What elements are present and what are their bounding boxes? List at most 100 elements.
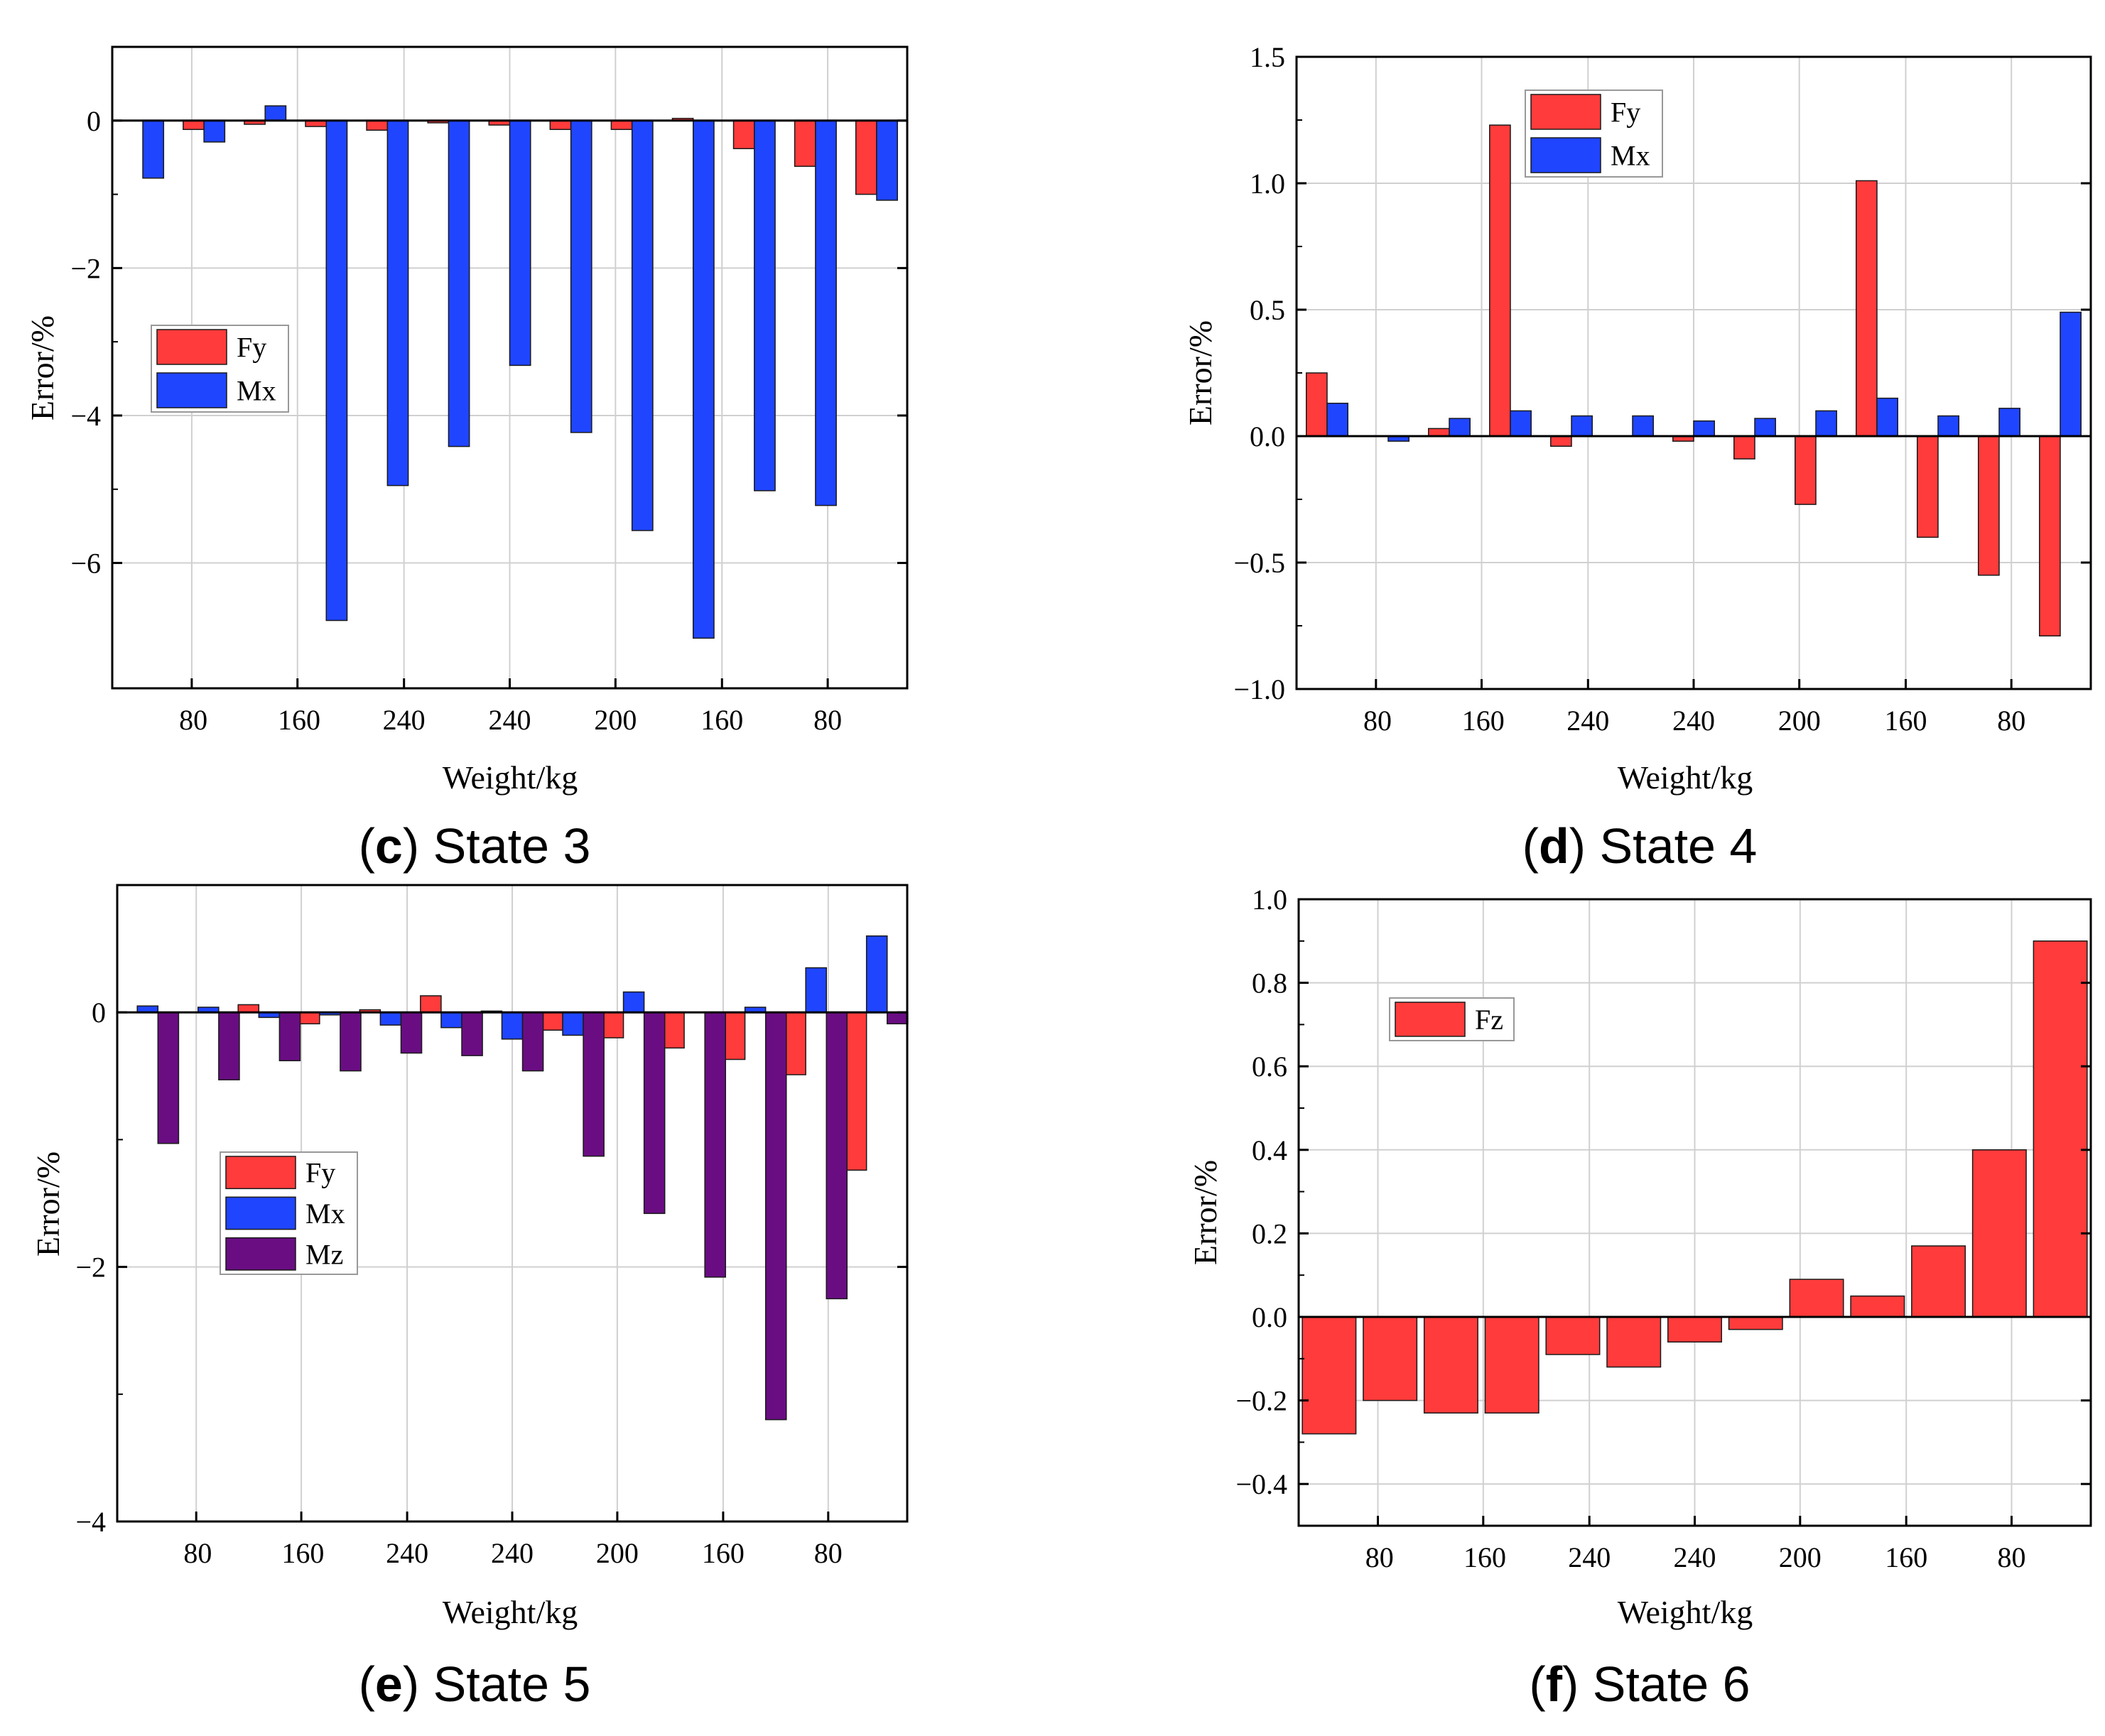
bar-Mx-8 <box>631 120 654 531</box>
bar-Mz-10 <box>764 1011 787 1421</box>
x-tick-label: 160 <box>702 1537 745 1569</box>
x-tick-label: 160 <box>278 704 320 736</box>
bar-Fy-12 <box>855 120 877 195</box>
bar-Mx-1 <box>203 120 226 143</box>
legend: Fz <box>1389 997 1515 1041</box>
bar-Fz-7 <box>1728 1316 1783 1330</box>
y-tick-label: −0.4 <box>1235 1468 1287 1500</box>
panel-f: 1.0 0.8 0.6 0.4 0.2 0.0 −0.2 −0.4 80 160 240 240 200… <box>1187 884 2092 1712</box>
bar-Mz-5 <box>461 1011 483 1056</box>
legend-label-Mx: Mx <box>1611 140 1650 172</box>
y-tick-label: 0.6 <box>1252 1051 1287 1083</box>
bar-Mx-5 <box>448 120 470 447</box>
x-tick-label: 240 <box>1672 705 1715 737</box>
y-tick-label: −0.5 <box>1233 547 1285 579</box>
x-axis-label: Weight/kg <box>1618 759 1753 796</box>
legend-label-Mx: Mx <box>237 375 276 407</box>
x-axis-label: Weight/kg <box>443 759 578 796</box>
x-tick-label: 240 <box>386 1537 428 1569</box>
bar-Fz-9 <box>1850 1295 1905 1318</box>
legend-swatch-Mx <box>1530 137 1601 173</box>
legend-swatch-Fz <box>1395 1002 1466 1037</box>
bar-Fy-3 <box>298 1011 320 1025</box>
caption-close: ) <box>1562 1656 1579 1712</box>
caption-close: ) <box>403 1656 419 1712</box>
caption-close: ) <box>403 818 419 874</box>
bar-Fz-11 <box>1971 1149 2027 1318</box>
bar-Mx-9 <box>692 120 715 639</box>
x-tick-label: 200 <box>596 1537 639 1569</box>
y-tick-label: −2 <box>75 1252 106 1284</box>
bar-Mz-1 <box>218 1011 240 1080</box>
bar-Fy-5 <box>420 995 442 1013</box>
y-tick-label: 0.0 <box>1252 1301 1287 1333</box>
bar-Mx-4 <box>386 120 409 487</box>
y-tick-label: 1.0 <box>1252 884 1287 916</box>
x-tick-label: 160 <box>281 1537 324 1569</box>
x-tick-label: 200 <box>1779 1541 1822 1573</box>
bar-Fy-10 <box>723 1011 746 1060</box>
bar-Mx-10 <box>1937 415 1959 437</box>
bar-Mz-8 <box>643 1011 666 1215</box>
bar-Mx-11 <box>805 967 827 1013</box>
y-tick-label: −1.0 <box>1233 673 1285 705</box>
bar-Fy-4 <box>366 120 389 131</box>
bar-Fy-8 <box>610 120 633 130</box>
x-tick-label: 160 <box>700 704 743 736</box>
bar-Mx-3 <box>1510 410 1532 437</box>
legend: Fy Mx <box>151 325 289 413</box>
bar-Fy-10 <box>1917 435 1939 538</box>
bar-Fz-10 <box>1911 1245 1966 1318</box>
x-tick-label: 240 <box>1568 1541 1611 1573</box>
x-axis-label: Weight/kg <box>1618 1594 1753 1630</box>
y-tick-label: −2 <box>70 252 101 284</box>
bar-Mz-0 <box>157 1011 180 1144</box>
bar-Fz-2 <box>1423 1316 1478 1414</box>
bar-Fy-12 <box>845 1011 867 1171</box>
x-tick-label: 200 <box>1778 705 1821 737</box>
y-tick-label: −4 <box>70 400 101 432</box>
bar-Mx-4 <box>1571 415 1593 437</box>
bar-Fy-9 <box>1856 180 1878 437</box>
y-tick-label: 0.4 <box>1252 1134 1287 1166</box>
caption-close: ) <box>1569 818 1586 874</box>
caption: (e) State 5 <box>359 1656 591 1712</box>
bar-Fz-3 <box>1484 1316 1539 1414</box>
bar-Mx-8 <box>622 991 645 1013</box>
x-tick-label: 80 <box>813 704 842 736</box>
bar-Fy-11 <box>784 1011 806 1075</box>
caption-text: State 4 <box>1586 818 1757 874</box>
caption-open: ( <box>359 1656 375 1712</box>
bar-Fy-7 <box>1733 435 1755 460</box>
bar-Fz-0 <box>1302 1316 1357 1435</box>
bar-Mx-12 <box>2060 311 2082 437</box>
bar-Fz-4 <box>1545 1316 1601 1355</box>
bar-Mx-6 <box>1693 420 1715 437</box>
y-tick-label: 0.2 <box>1252 1217 1287 1249</box>
bar-Mx-7 <box>570 120 592 433</box>
y-tick-label: 0.5 <box>1250 294 1285 326</box>
bar-Fy-2 <box>1428 428 1450 437</box>
y-tick-label: −6 <box>70 548 101 580</box>
bar-Mz-2 <box>278 1011 301 1062</box>
y-tick-label: 0 <box>87 105 101 137</box>
bar-Fy-8 <box>602 1011 624 1038</box>
x-tick-label: 80 <box>1997 705 2025 737</box>
bar-Mz-12 <box>887 1011 909 1025</box>
caption: (c) State 3 <box>359 818 591 874</box>
panel-d: 1.5 1.0 0.5 0.0 −0.5 −1.0 80 160 240 240 200 160 80 W… <box>1182 41 2092 874</box>
x-axis-label: Weight/kg <box>443 1594 578 1630</box>
bar-Fy-11 <box>1978 435 2000 576</box>
bar-Mx-6 <box>509 120 531 367</box>
caption: (f) State 6 <box>1529 1656 1750 1712</box>
x-tick-label: 80 <box>1998 1541 2026 1573</box>
caption-letter: d <box>1539 818 1569 874</box>
legend: Fy Mx Mz <box>220 1151 358 1275</box>
x-tick-label: 160 <box>1885 1541 1927 1573</box>
bar-Mx-5 <box>440 1011 462 1029</box>
x-tick-label: 240 <box>491 1537 534 1569</box>
x-tick-label: 80 <box>179 704 207 736</box>
bar-Mx-9 <box>1876 397 1898 437</box>
x-tick-label: 200 <box>594 704 637 736</box>
bar-Fz-8 <box>1789 1279 1844 1318</box>
